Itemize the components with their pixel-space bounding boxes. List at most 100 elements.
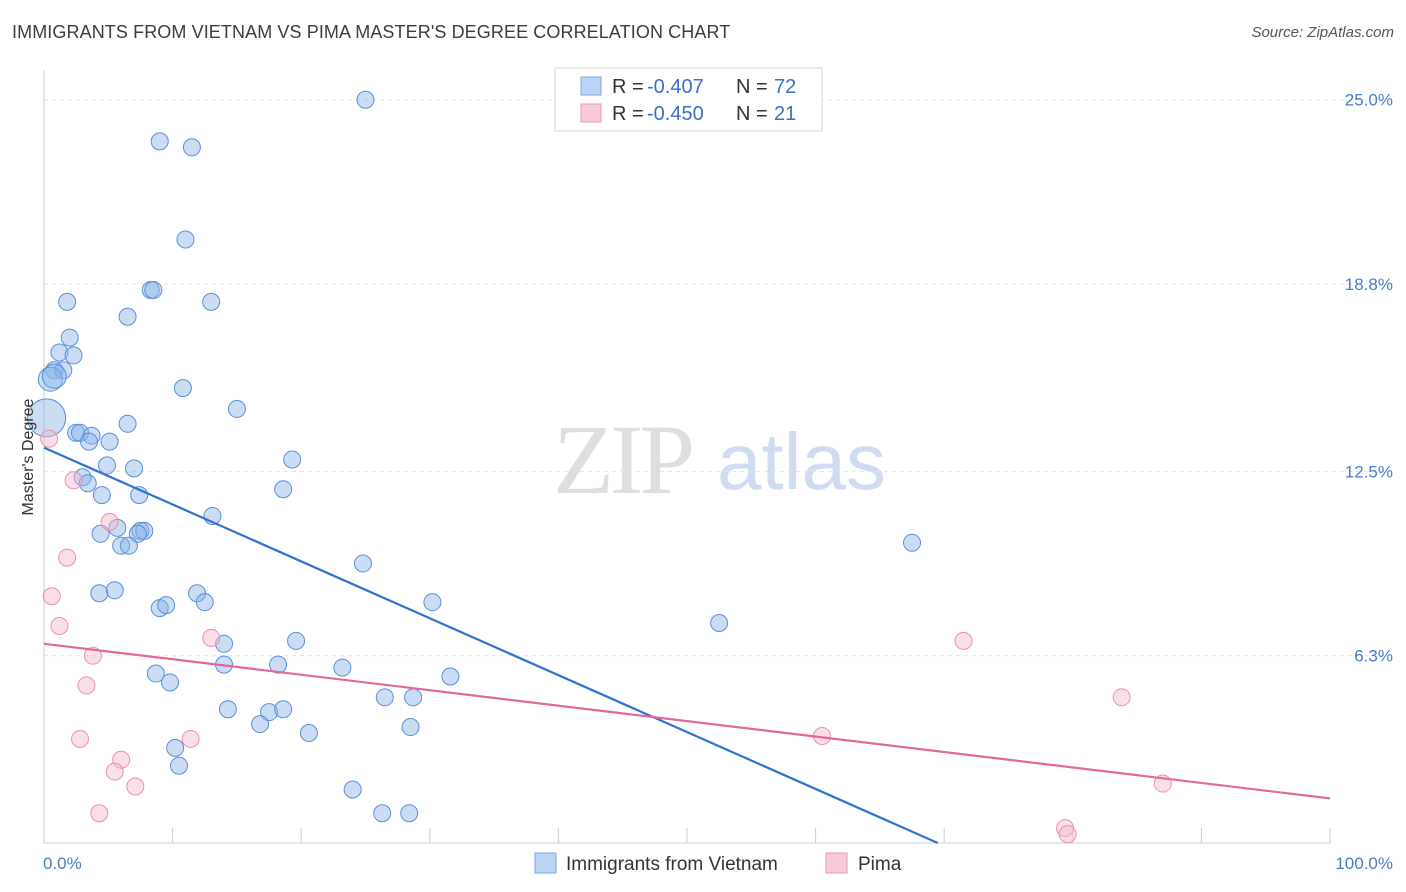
point-vietnam [27, 398, 67, 438]
bottom-legend-label-vietnam: Immigrants from Vietnam [566, 854, 778, 875]
trend-line-vietnam [43, 446, 939, 845]
point-vietnam [157, 596, 176, 615]
chart-title: IMMIGRANTS FROM VIETNAM VS PIMA MASTER'S… [12, 22, 731, 42]
trend-lines [43, 446, 1331, 845]
point-pima [58, 548, 77, 567]
point-vietnam [112, 536, 131, 555]
legend-n-value-vietnam: 72 [774, 76, 796, 98]
point-vietnam [373, 804, 392, 823]
y-tick-label: 18.8% [1345, 275, 1393, 294]
point-vietnam [710, 613, 729, 632]
point-vietnam [404, 688, 423, 707]
y-tick-label: 12.5% [1345, 462, 1393, 481]
point-pima [105, 762, 124, 781]
bottom-legend-label-pima: Pima [858, 854, 902, 875]
point-vietnam [118, 307, 137, 326]
watermark-zip: ZIP [553, 404, 691, 515]
point-pima [83, 646, 102, 665]
point-vietnam [150, 132, 169, 151]
point-vietnam [119, 536, 138, 555]
point-vietnam [441, 667, 460, 686]
point-vietnam [176, 230, 195, 249]
point-vietnam [173, 379, 192, 398]
series-legend: Immigrants from Vietnam Pima [534, 852, 902, 875]
legend-r-value-vietnam: -0.407 [647, 76, 704, 98]
point-vietnam [41, 363, 67, 389]
point-vietnam [333, 658, 352, 677]
point-pima [181, 729, 200, 748]
point-vietnam [37, 366, 63, 392]
point-vietnam [64, 346, 83, 365]
point-vietnam [144, 281, 163, 300]
grid-lines [44, 99, 1393, 657]
point-pima [100, 512, 119, 531]
legend-n-label-pima: N = [736, 103, 768, 125]
point-vietnam [274, 700, 293, 719]
legend-r-label-vietnam: R = [612, 76, 644, 98]
point-vietnam [218, 700, 237, 719]
point-vietnam [251, 715, 270, 734]
point-pima [954, 631, 973, 650]
point-vietnam [166, 738, 185, 757]
point-vietnam [58, 292, 77, 311]
y-axis-label: Master's Degree [20, 398, 37, 515]
point-pima [1058, 825, 1077, 844]
point-vietnam [78, 474, 97, 493]
point-vietnam [146, 664, 165, 683]
point-vietnam [60, 328, 79, 347]
y-tick-label: 25.0% [1345, 91, 1393, 110]
watermark: ZIP atlas [553, 404, 886, 515]
point-vietnam [45, 361, 64, 380]
legend-n-value-pima: 21 [774, 103, 796, 125]
point-pima [42, 587, 61, 606]
point-vietnam [343, 780, 362, 799]
point-vietnam [54, 361, 73, 380]
x-tick-label-min: 0.0% [43, 854, 82, 873]
point-pima [77, 676, 96, 695]
point-pima [1112, 688, 1131, 707]
points-pima [40, 429, 1172, 844]
x-tick-label-max: 100.0% [1335, 854, 1393, 873]
point-vietnam [283, 450, 302, 469]
point-vietnam [274, 480, 293, 499]
point-vietnam [195, 593, 214, 612]
point-vietnam [90, 584, 109, 603]
trend-line-pima [43, 642, 1331, 800]
legend-r-value-pima: -0.450 [647, 103, 704, 125]
point-vietnam [423, 593, 442, 612]
axes [43, 70, 1331, 844]
point-vietnam [353, 554, 372, 573]
y-tick-labels: 25.0% 18.8% 12.5% 6.3% [1345, 91, 1393, 666]
point-vietnam [67, 423, 86, 442]
point-pima [126, 777, 145, 796]
point-vietnam [227, 399, 246, 418]
point-pima [40, 429, 59, 448]
point-pima [112, 750, 131, 769]
legend-n-label-vietnam: N = [736, 76, 768, 98]
point-vietnam [356, 90, 375, 109]
watermark-atlas: atlas [717, 417, 886, 506]
point-vietnam [170, 756, 189, 775]
point-pima [71, 729, 90, 748]
point-vietnam [100, 432, 119, 451]
legend-swatch-vietnam [580, 76, 602, 96]
point-pima [202, 628, 221, 647]
legend-r-label-pima: R = [612, 103, 644, 125]
point-vietnam [299, 723, 318, 742]
point-vietnam [125, 459, 144, 478]
bottom-legend-swatch-pima [825, 852, 848, 874]
bottom-legend-swatch-vietnam [534, 852, 557, 874]
point-vietnam [400, 804, 419, 823]
y-tick-label: 6.3% [1354, 647, 1393, 666]
point-vietnam [118, 414, 137, 433]
point-vietnam [401, 718, 420, 737]
point-pima [64, 471, 83, 490]
point-vietnam [182, 138, 201, 157]
point-vietnam [105, 581, 124, 600]
point-pima [90, 804, 109, 823]
point-vietnam [202, 292, 221, 311]
point-vietnam [287, 631, 306, 650]
point-vietnam [269, 655, 288, 674]
point-vietnam [80, 432, 99, 451]
